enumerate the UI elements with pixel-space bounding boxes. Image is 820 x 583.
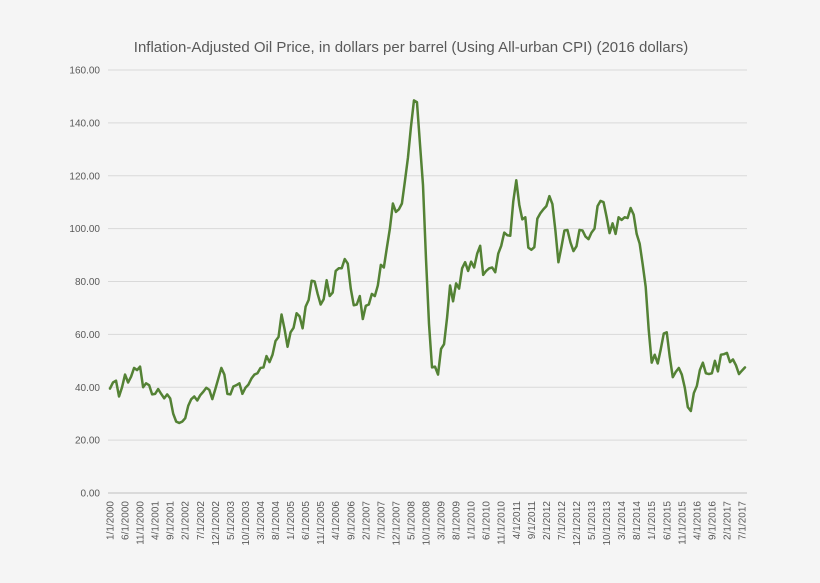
x-tick-label: 7/1/2012 [557,501,568,540]
x-tick-label: 8/1/2004 [271,501,282,540]
x-tick-label: 7/1/2017 [737,501,748,540]
x-tick-label: 11/1/2000 [136,501,147,545]
y-tick-label: 40.00 [75,383,100,394]
y-axis-tick-labels: 0.00 20.00 40.00 60.00 80.00 100.00 120.00 140.… [69,66,100,500]
x-tick-label: 1/1/2000 [106,501,117,540]
x-tick-label: 10/1/2008 [422,501,433,546]
y-tick-label: 80.00 [75,277,100,288]
series-line-oil-price [108,99,747,425]
x-tick-label: 3/1/2014 [617,501,628,540]
x-tick-label: 2/1/2017 [722,501,733,540]
x-tick-label: 8/1/2014 [632,501,643,540]
x-tick-label: 6/1/2000 [121,501,132,540]
x-tick-label: 12/1/2007 [391,501,402,546]
x-tick-label: 4/1/2016 [692,501,703,540]
chart-title: Inflation-Adjusted Oil Price, in dollars… [134,39,688,56]
x-tick-label: 2/1/2007 [361,501,372,540]
x-tick-label: 12/1/2012 [572,501,583,546]
x-tick-label: 4/1/2006 [331,501,342,540]
x-tick-label: 11/1/2005 [316,501,327,545]
y-tick-label: 140.00 [69,118,100,129]
x-tick-label: 4/1/2011 [512,501,523,540]
x-tick-label: 1/1/2010 [467,501,478,540]
x-axis-tick-labels: 1/1/2000 6/1/2000 11/1/2000 4/1/2001 9/1/200… [106,501,749,546]
x-tick-label: 9/1/2006 [346,501,357,540]
series-layer [108,99,747,425]
y-tick-label: 20.00 [75,436,100,447]
x-tick-label: 9/1/2011 [527,501,538,540]
y-tick-label: 120.00 [69,171,100,182]
x-tick-label: 11/1/2010 [497,501,508,545]
x-tick-label: 4/1/2001 [151,501,162,540]
x-tick-label: 8/1/2009 [452,501,463,540]
y-tick-label: 100.00 [69,224,100,235]
y-tick-label: 60.00 [75,330,100,341]
x-tick-label: 2/1/2002 [181,501,192,540]
x-tick-label: 5/1/2008 [406,501,417,540]
x-tick-label: 5/1/2013 [587,501,598,540]
y-tick-label: 0.00 [81,489,101,500]
x-tick-label: 1/1/2005 [286,501,297,540]
x-tick-label: 5/1/2003 [226,501,237,540]
x-tick-label: 11/1/2015 [677,501,688,545]
x-tick-label: 9/1/2016 [707,501,718,540]
x-tick-label: 1/1/2015 [647,501,658,540]
x-tick-label: 12/1/2002 [211,501,222,546]
y-tick-label: 160.00 [69,66,100,77]
x-tick-label: 3/1/2009 [437,501,448,540]
x-tick-label: 3/1/2004 [256,501,267,540]
x-tick-label: 10/1/2003 [241,501,252,546]
x-tick-label: 2/1/2012 [542,501,553,540]
x-tick-label: 7/1/2007 [376,501,387,540]
x-tick-label: 6/1/2015 [662,501,673,540]
x-tick-label: 9/1/2001 [166,501,177,540]
x-tick-label: 10/1/2013 [602,501,613,546]
x-tick-label: 6/1/2005 [301,501,312,540]
x-tick-label: 6/1/2010 [482,501,493,540]
x-tick-label: 7/1/2002 [196,501,207,540]
